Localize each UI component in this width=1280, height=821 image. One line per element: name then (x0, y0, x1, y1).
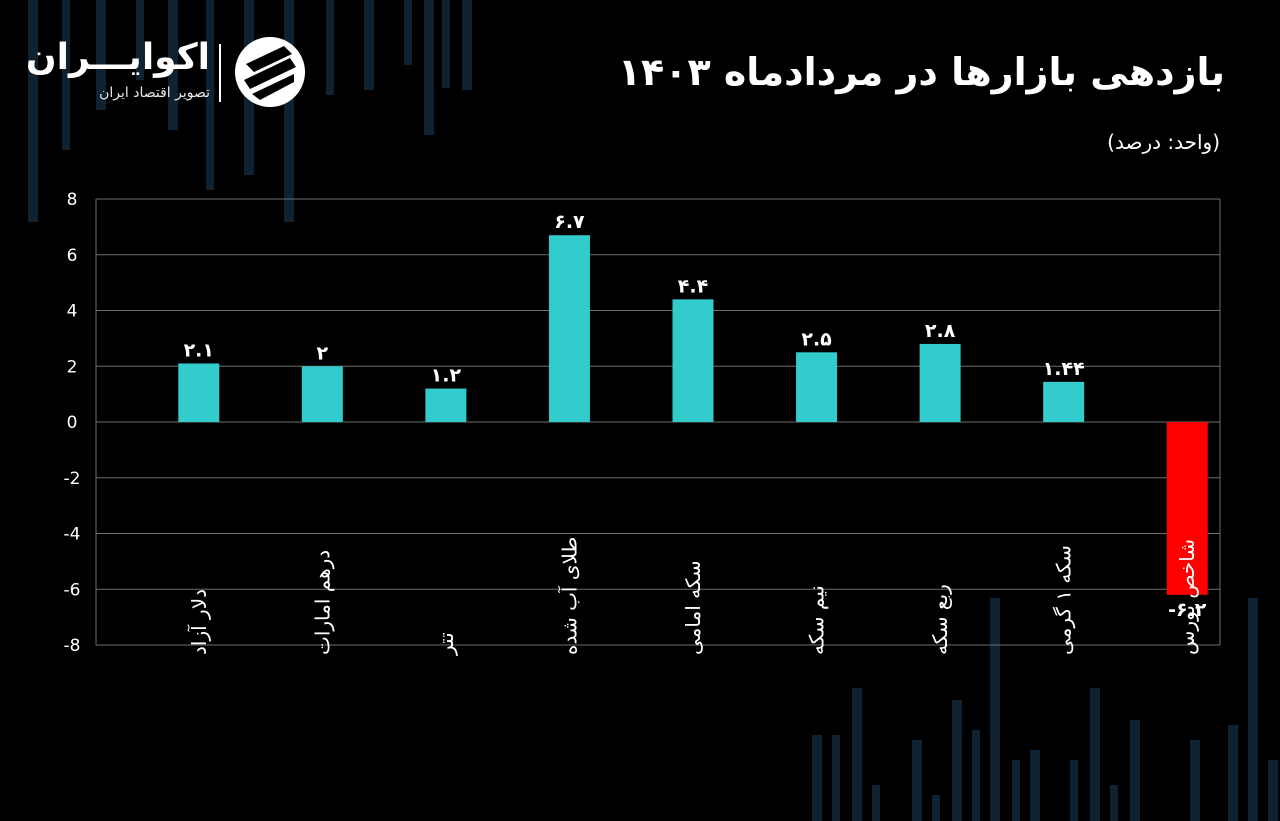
grid-layer (95, 198, 1221, 646)
data-label: ۱.۲ (431, 365, 462, 387)
category-label: سکه امامی (681, 560, 705, 655)
y-tick-label: -6 (64, 580, 81, 600)
data-label: ۲.۵ (801, 328, 832, 350)
category-label: تتر (434, 632, 458, 656)
bar (425, 388, 467, 422)
y-tick-label: -8 (64, 636, 81, 656)
brand-logo-block: اکوایـــران تصویر اقتصاد ایران (25, 34, 312, 114)
data-label: ۲ (317, 342, 329, 364)
brand-name: اکوایـــران (25, 37, 210, 78)
data-labels: ۲.۱ ۲ ۱.۲ ۶.۷ ۴.۴ ۲.۵ ۲.۸ ۱.۴۴ -۶.۲ (184, 211, 1207, 621)
data-label: ۲.۱ (184, 339, 214, 361)
category-label: دلار آزاد (186, 589, 211, 655)
chart-unit-label: (واحد: درصد) (1107, 130, 1220, 154)
y-axis-ticks: 8 6 4 2 0 -2 -4 -6 -8 (64, 190, 81, 656)
bar (548, 235, 590, 422)
y-tick-label: -4 (64, 525, 81, 545)
bar (919, 343, 961, 422)
category-label: سکه ۱ گرمی (1052, 545, 1076, 655)
brand-divider (219, 44, 221, 102)
category-label: درهم امارات (310, 550, 334, 655)
bar (1043, 381, 1085, 422)
category-labels: دلار آزاد درهم امارات تتر طلای آب شده سکه ام… (186, 537, 1199, 656)
data-label: -۶.۲ (1168, 599, 1207, 621)
data-label: ۶.۷ (554, 211, 585, 233)
category-label: نیم سکه (805, 585, 829, 655)
data-label: ۱.۴۴ (1043, 358, 1085, 380)
category-label: شاخص بورس (1175, 539, 1199, 655)
bar (301, 366, 343, 422)
category-label: طلای آب شده (556, 537, 581, 655)
y-tick-label: 2 (67, 357, 78, 377)
bars (178, 235, 1208, 595)
y-tick-label: 4 (67, 302, 78, 322)
category-label: ربع سکه (928, 584, 952, 655)
brand-swirl-icon (235, 37, 305, 107)
y-tick-label: -2 (64, 469, 81, 489)
y-tick-label: 0 (67, 413, 78, 433)
bar (1166, 422, 1208, 595)
bar (178, 363, 220, 422)
brand-tagline: تصویر اقتصاد ایران (99, 85, 210, 101)
data-label: ۲.۸ (925, 320, 956, 342)
bar (796, 352, 838, 422)
y-tick-label: 8 (67, 190, 78, 210)
data-label: ۴.۴ (678, 275, 708, 297)
y-tick-label: 6 (67, 246, 78, 266)
chart-title: بازدهی بازارها در مردادماه ۱۴۰۳ (617, 50, 1225, 94)
bar (672, 299, 714, 422)
